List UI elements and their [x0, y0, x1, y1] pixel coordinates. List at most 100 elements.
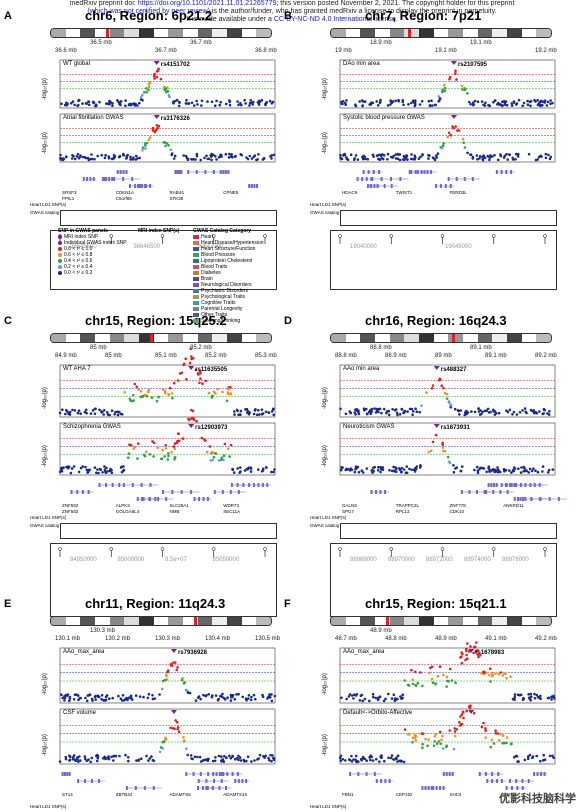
panel-title: chr16, Region: 16q24.3 [365, 313, 507, 328]
gene-exon [197, 779, 200, 783]
trait-label-1: AAo min area [343, 366, 380, 372]
ld-track-label: Heart LD1 SNP(s) [30, 515, 67, 520]
snp-point [527, 693, 530, 696]
snp-point [498, 103, 501, 106]
ideogram-band [433, 334, 449, 342]
snp-point [523, 407, 527, 410]
snp-point [172, 157, 176, 160]
snp-point [376, 104, 380, 107]
snp-point [400, 470, 403, 474]
snp-point [182, 154, 185, 157]
legend-swatch [58, 270, 62, 275]
snp-point [221, 390, 224, 394]
gene-exon [380, 779, 383, 783]
snp-point [449, 405, 452, 409]
snp-point [434, 682, 437, 685]
catalog-lollipops [58, 234, 267, 244]
snp-point [427, 450, 431, 454]
lead-snp-marker [170, 710, 177, 714]
snp-point [519, 693, 523, 697]
gene-exon [199, 772, 202, 776]
snp-point [338, 756, 342, 760]
gene-exon [105, 177, 108, 181]
snp-point [496, 468, 500, 472]
snp-point [516, 155, 520, 158]
gene-exon [375, 779, 378, 783]
snp-point [160, 687, 164, 691]
snp-point [77, 470, 81, 474]
gene-exon [61, 772, 64, 776]
ideogram-band [419, 334, 434, 342]
snp-point [489, 410, 492, 414]
snp-point [220, 456, 224, 459]
snp-point [202, 693, 205, 697]
snp-point [97, 471, 100, 475]
snp-point [445, 675, 449, 679]
snp-point [267, 411, 270, 414]
ideogram-band [477, 334, 493, 342]
snp-point [215, 158, 218, 161]
snp-point [89, 760, 92, 764]
snp-point [170, 392, 174, 395]
snp-point [93, 157, 96, 161]
gene-exon [442, 786, 445, 790]
y-axis-label: -log₁₀(p) [322, 387, 328, 409]
panel-label: B [284, 10, 292, 22]
snp-point [125, 156, 129, 159]
snp-point [389, 756, 393, 760]
snp-point [203, 156, 206, 160]
snp-point [199, 377, 202, 380]
ideogram-band [109, 617, 125, 625]
tick-label-bottom: 88.9 mb [385, 353, 407, 359]
snp-point [185, 378, 188, 381]
snp-point [239, 409, 243, 413]
snp-point [218, 103, 222, 107]
lead-snp-marker [468, 710, 475, 714]
snp-point [79, 696, 82, 700]
doi-link[interactable]: https://doi.org/10.1101/2021.11.01.21265… [137, 0, 277, 7]
gene-exon [427, 786, 430, 790]
snp-point [377, 407, 381, 411]
snp-point [511, 697, 515, 701]
snp-point [365, 412, 369, 416]
snp-point [471, 157, 475, 160]
snp-point [270, 699, 274, 703]
snp-point [420, 732, 424, 735]
snp-point [93, 407, 97, 411]
gene-exon [180, 170, 183, 174]
tick-label-bottom: 19.1 mb [435, 48, 457, 54]
gene-name: RPL13 [395, 509, 410, 514]
snp-point [435, 156, 438, 159]
snp-point [513, 695, 517, 699]
gene-exon [500, 170, 503, 174]
snp-point [141, 99, 144, 102]
gene-exon [197, 786, 200, 790]
snp-point [486, 407, 490, 411]
snp-point [205, 154, 208, 158]
snp-point [454, 69, 457, 72]
gene-name: NMB [169, 509, 180, 514]
snp-point [175, 668, 178, 672]
snp-point [537, 102, 541, 105]
gene-exon [495, 483, 498, 487]
tick-label-bottom: 36.8 mb [255, 48, 277, 54]
ideogram-band [241, 617, 257, 625]
snp-point [386, 152, 390, 156]
gene-exon [513, 497, 516, 501]
snp-point [449, 403, 453, 407]
snp-point [480, 725, 484, 729]
license-link[interactable]: CC-BY-NC-ND 4.0 International license [273, 16, 396, 23]
snp-point [411, 99, 415, 103]
snp-point [185, 98, 188, 102]
gene-exon [229, 490, 232, 494]
lead-snp-marker [433, 366, 440, 370]
snp-point [427, 738, 430, 741]
snp-point [222, 754, 226, 758]
snp-point [165, 674, 168, 678]
legend-item-text: Blood Pressure [201, 252, 236, 258]
tick-label-bottom: 48.7 mb [335, 636, 357, 642]
snp-point [133, 445, 137, 449]
snp-point [505, 736, 509, 739]
legend-category-item: Brain [193, 276, 264, 282]
snp-point [529, 99, 533, 103]
